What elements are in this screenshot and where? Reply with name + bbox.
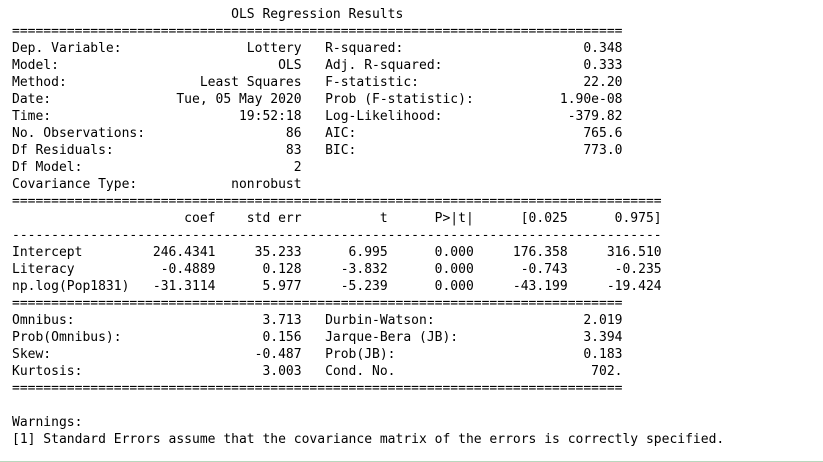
output-scroll-region[interactable]: OLS Regression Results =================… bbox=[12, 6, 818, 456]
ols-regression-summary: OLS Regression Results =================… bbox=[12, 7, 725, 447]
